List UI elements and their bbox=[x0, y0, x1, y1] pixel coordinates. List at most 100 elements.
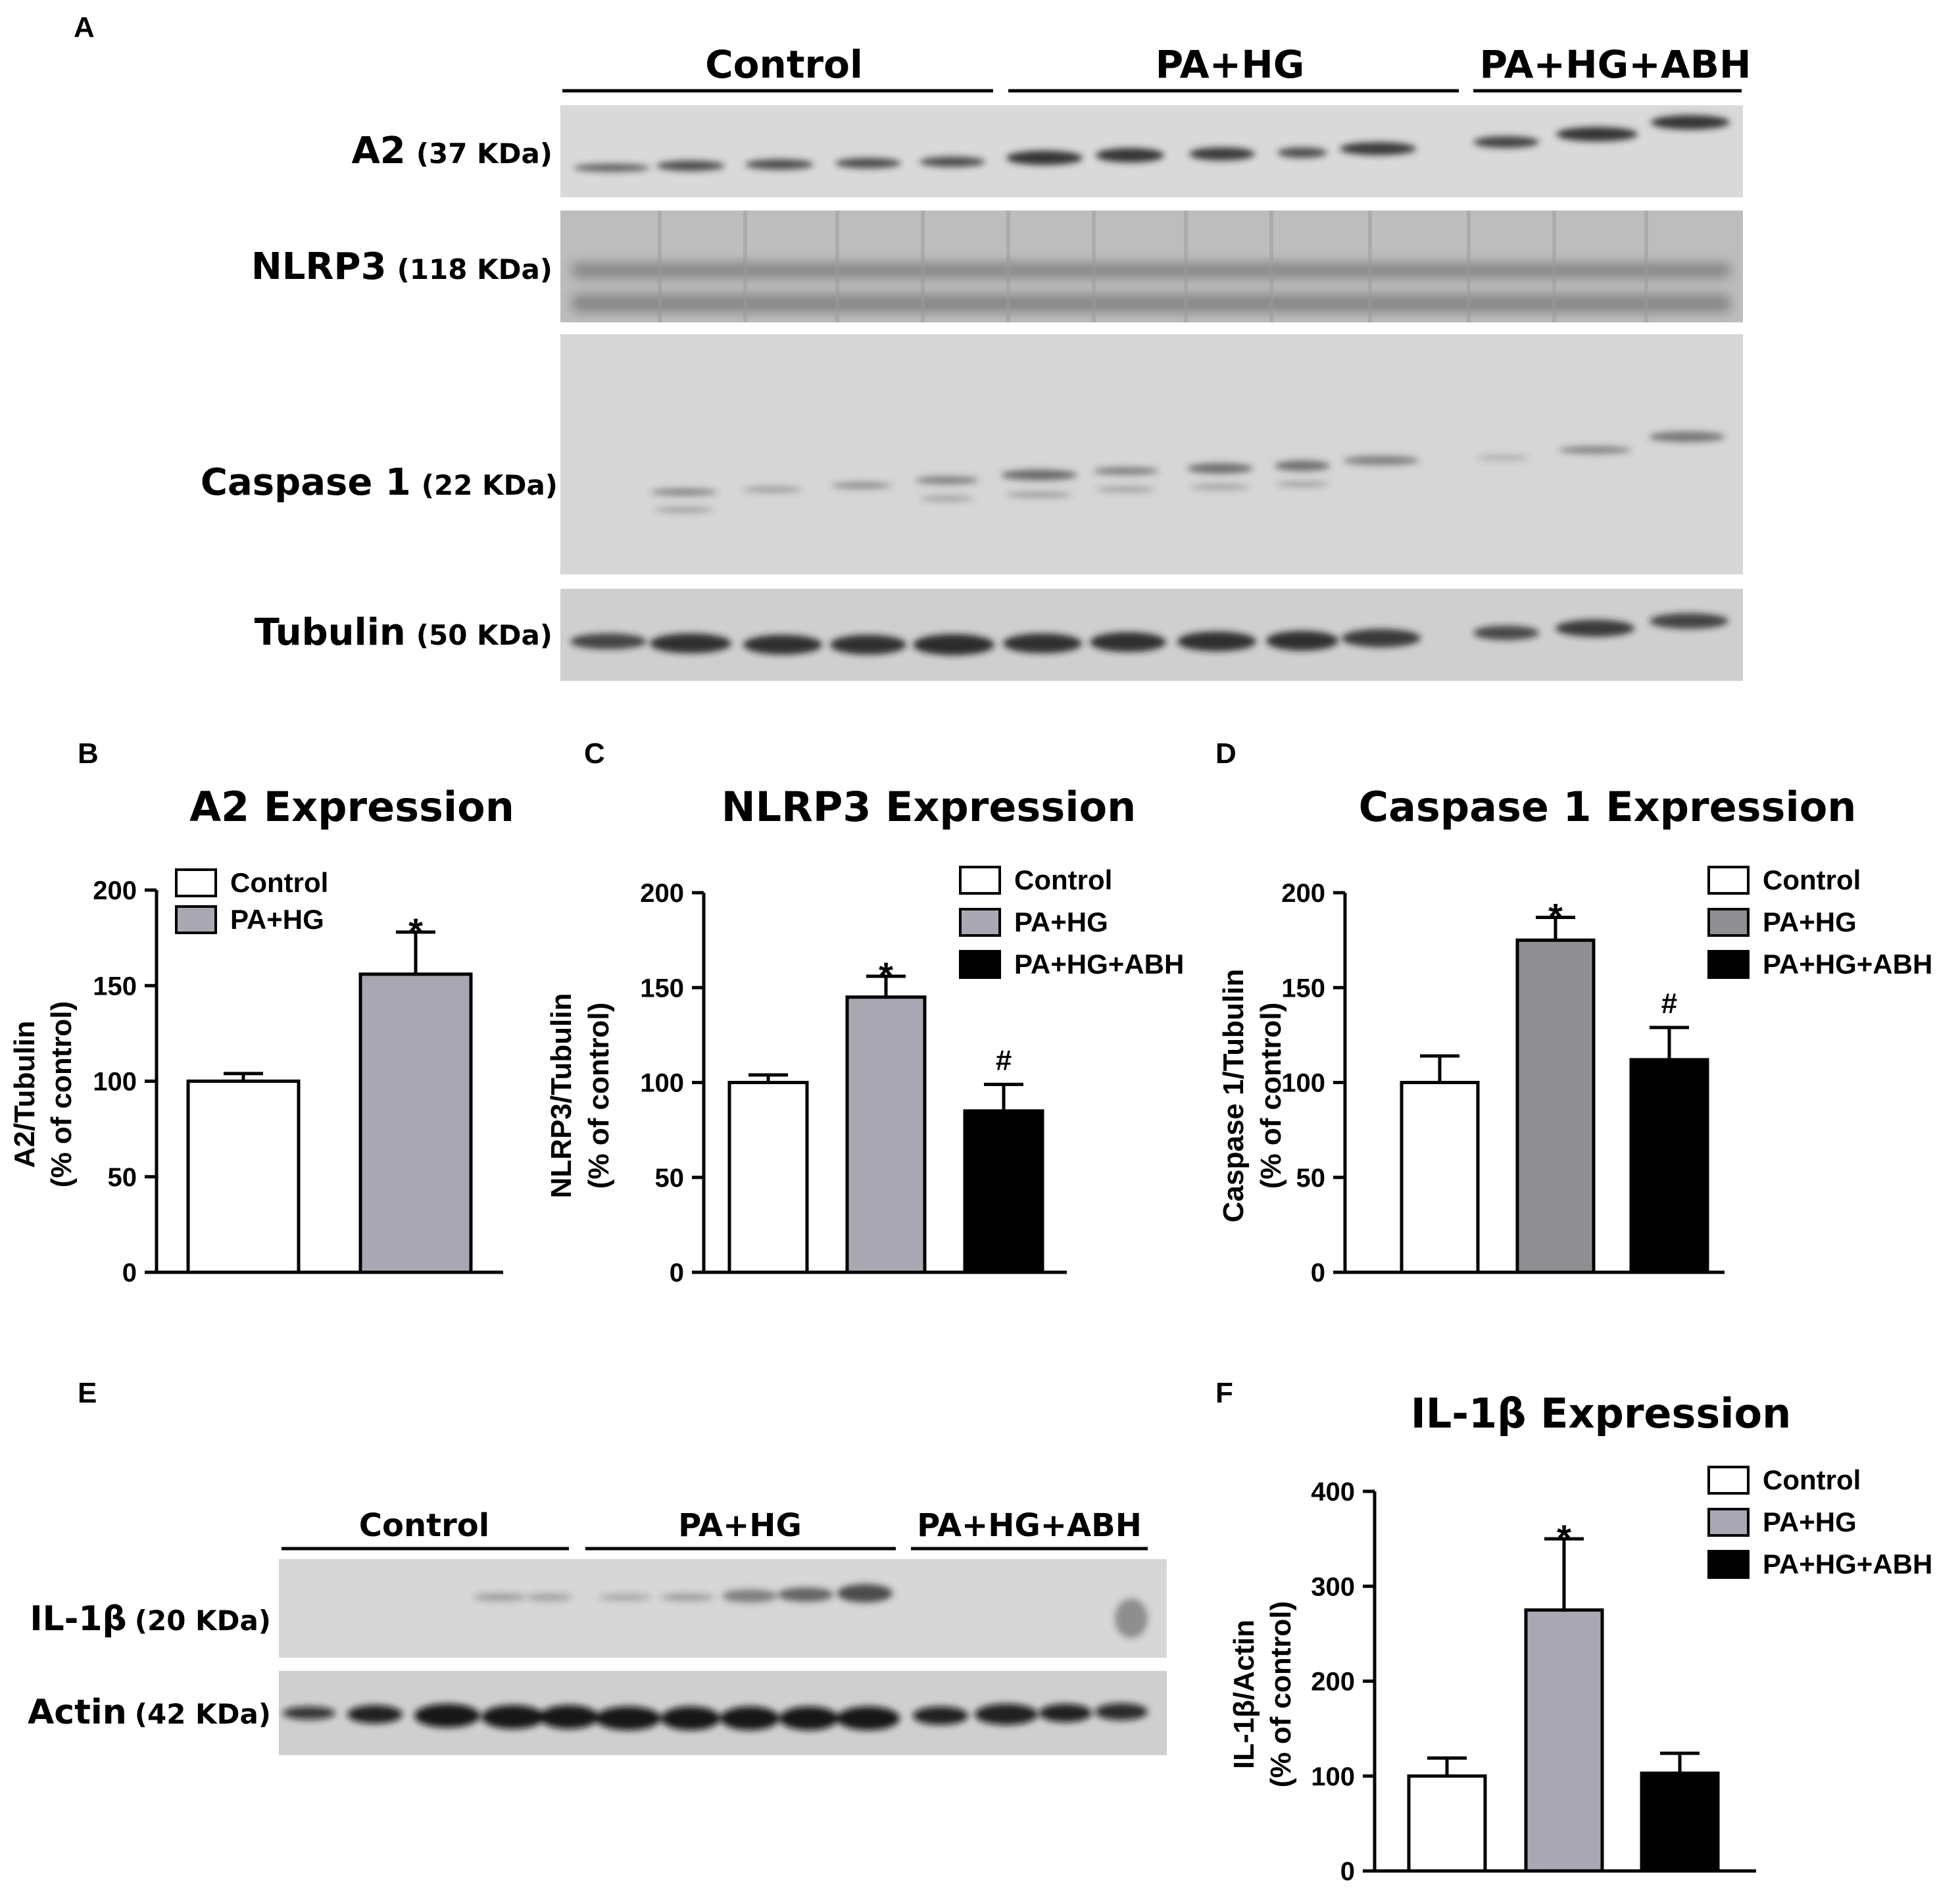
legend-label: PA+HG bbox=[1763, 907, 1857, 937]
y-tick-label: 300 bbox=[1311, 1572, 1355, 1601]
blot-e-strip-actin bbox=[279, 1671, 1167, 1755]
y-tick-label: 400 bbox=[1311, 1478, 1355, 1506]
significance-marker: * bbox=[1557, 1517, 1571, 1558]
y-tick-label: 50 bbox=[1296, 1164, 1326, 1193]
y-tick-label: 100 bbox=[640, 1069, 684, 1098]
significance-marker: # bbox=[996, 1044, 1012, 1076]
y-tick-label: 200 bbox=[1311, 1668, 1355, 1697]
legend-swatch bbox=[959, 950, 1001, 979]
legend-swatch bbox=[1707, 1466, 1750, 1495]
blot-e-group-pahgabh: PA+HG+ABH bbox=[917, 1507, 1142, 1544]
blot-a-row-tubulin-label: Tubulin (50 KDa) bbox=[255, 611, 552, 654]
bar-pa-hg bbox=[1524, 1608, 1604, 1873]
y-axis-subtitle: (% of control) bbox=[1255, 1003, 1287, 1189]
y-axis-subtitle: (% of control) bbox=[45, 1001, 78, 1188]
blot-e-row-actin-label: Actin (42 KDa) bbox=[28, 1693, 271, 1732]
legend-label: PA+HG+ABH bbox=[1014, 949, 1184, 980]
panel-letter-b: B bbox=[78, 737, 99, 770]
bar-pa-hg bbox=[1515, 938, 1596, 1274]
y-tick-label: 0 bbox=[670, 1258, 684, 1287]
blot-a-row-nlrp3-label: NLRP3 (118 KDa) bbox=[251, 245, 552, 288]
bar-control bbox=[727, 1081, 809, 1274]
panel-letter-d: D bbox=[1215, 737, 1237, 770]
legend-label: PA+HG+ABH bbox=[1763, 949, 1932, 980]
legend-swatch bbox=[1707, 908, 1750, 937]
y-tick-label: 200 bbox=[640, 879, 684, 908]
blot-a-row-caspase1-label: Caspase 1 (22 KDa) bbox=[201, 461, 558, 504]
y-axis-subtitle: (% of control) bbox=[583, 1003, 615, 1189]
y-tick-label: 150 bbox=[640, 974, 684, 1003]
y-tick-label: 200 bbox=[1281, 879, 1325, 908]
y-tick-label: 0 bbox=[122, 1258, 137, 1287]
y-tick-label: 150 bbox=[1281, 974, 1325, 1003]
blot-a-strip-caspase1 bbox=[560, 334, 1743, 574]
y-tick-label: 200 bbox=[93, 876, 137, 905]
chart-title: NLRP3 Expression bbox=[722, 783, 1136, 831]
chart-d: Caspase 1 Expression Caspase 1/Tubulin (% … bbox=[1217, 783, 1932, 1287]
significance-marker: * bbox=[408, 910, 423, 952]
bar-pa-hg-abh bbox=[963, 1109, 1044, 1274]
y-tick-label: 50 bbox=[108, 1163, 137, 1192]
y-tick-label: 100 bbox=[1281, 1069, 1325, 1098]
y-axis-title: Caspase 1/Tubulin bbox=[1217, 969, 1250, 1223]
y-tick-label: 100 bbox=[93, 1068, 137, 1097]
significance-marker: # bbox=[1661, 987, 1677, 1020]
blot-a-strip-a2 bbox=[560, 105, 1743, 197]
legend-label: PA+HG+ABH bbox=[1763, 1549, 1932, 1580]
legend-swatch bbox=[959, 908, 1001, 937]
chart-title: IL-1β Expression bbox=[1411, 1389, 1792, 1437]
bar-control bbox=[1407, 1774, 1487, 1873]
panel-letter-a: A bbox=[74, 11, 95, 43]
y-axis-title: NLRP3/Tubulin bbox=[545, 993, 577, 1198]
y-tick-label: 0 bbox=[1340, 1857, 1355, 1886]
legend-swatch bbox=[1707, 866, 1750, 895]
y-tick-label: 0 bbox=[1311, 1258, 1325, 1287]
y-axis-title: A2/Tubulin bbox=[9, 1020, 41, 1168]
chart-f: IL-1β Expression IL-1β/Actin (% of control… bbox=[1228, 1389, 1932, 1886]
blot-e-row-il1b-label: IL-1β (20 KDa) bbox=[30, 1599, 271, 1639]
y-tick-label: 100 bbox=[1311, 1762, 1355, 1791]
bar-control bbox=[186, 1080, 301, 1274]
bar-pa-hg-abh bbox=[1629, 1058, 1709, 1274]
legend-swatch bbox=[1707, 1550, 1750, 1579]
blot-e-strip-il1b bbox=[279, 1559, 1167, 1658]
chart-title: Caspase 1 Expression bbox=[1359, 783, 1857, 831]
blot-a: A Control PA+HG PA+HG+ABH A2 (37 KDa) NLR… bbox=[74, 11, 1752, 681]
y-axis-title: IL-1β/Actin bbox=[1228, 1620, 1260, 1769]
blot-e-group-pahg: PA+HG bbox=[678, 1507, 802, 1544]
blot-a-group-control: Control bbox=[705, 42, 863, 87]
significance-marker: * bbox=[879, 955, 893, 996]
significance-marker: * bbox=[1548, 896, 1563, 937]
legend-label: Control bbox=[230, 867, 328, 898]
bar-control bbox=[1400, 1081, 1480, 1274]
blot-a-group-pahg: PA+HG bbox=[1156, 42, 1305, 87]
legend-label: PA+HG bbox=[1014, 907, 1108, 937]
legend-label: PA+HG bbox=[230, 904, 324, 935]
chart-title: A2 Expression bbox=[189, 783, 514, 831]
y-tick-label: 50 bbox=[655, 1164, 685, 1193]
panel-letter-e: E bbox=[78, 1377, 97, 1409]
bar-pa-hg bbox=[845, 995, 927, 1274]
bar-pa-hg-abh bbox=[1640, 1771, 1720, 1873]
panel-letter-c: C bbox=[584, 737, 605, 770]
y-tick-label: 150 bbox=[93, 972, 137, 1001]
blot-a-group-pahgabh: PA+HG+ABH bbox=[1479, 42, 1751, 87]
legend-swatch bbox=[175, 868, 217, 897]
bar-pa-hg bbox=[358, 972, 473, 1274]
legend-swatch bbox=[175, 905, 217, 934]
legend-swatch bbox=[1707, 1508, 1750, 1537]
legend-label: Control bbox=[1763, 1464, 1861, 1495]
legend-label: Control bbox=[1763, 864, 1861, 895]
legend-label: PA+HG bbox=[1763, 1506, 1857, 1537]
legend-label: Control bbox=[1014, 864, 1112, 895]
blot-e: E Control PA+HG PA+HG+ABH IL-1β (20 KDa) … bbox=[28, 1377, 1167, 1755]
chart-b: A2 Expression A2/Tubulin (% of control) 0 50… bbox=[9, 783, 514, 1287]
blot-a-strip-tubulin bbox=[560, 589, 1743, 681]
chart-c: NLRP3 Expression NLRP3/Tubulin (% of contr… bbox=[545, 783, 1184, 1287]
y-axis-subtitle: (% of control) bbox=[1265, 1601, 1297, 1788]
legend-swatch bbox=[1707, 950, 1750, 979]
legend-swatch bbox=[959, 866, 1001, 895]
blot-a-strip-nlrp3 bbox=[560, 211, 1743, 322]
panel-letter-f: F bbox=[1215, 1377, 1233, 1409]
